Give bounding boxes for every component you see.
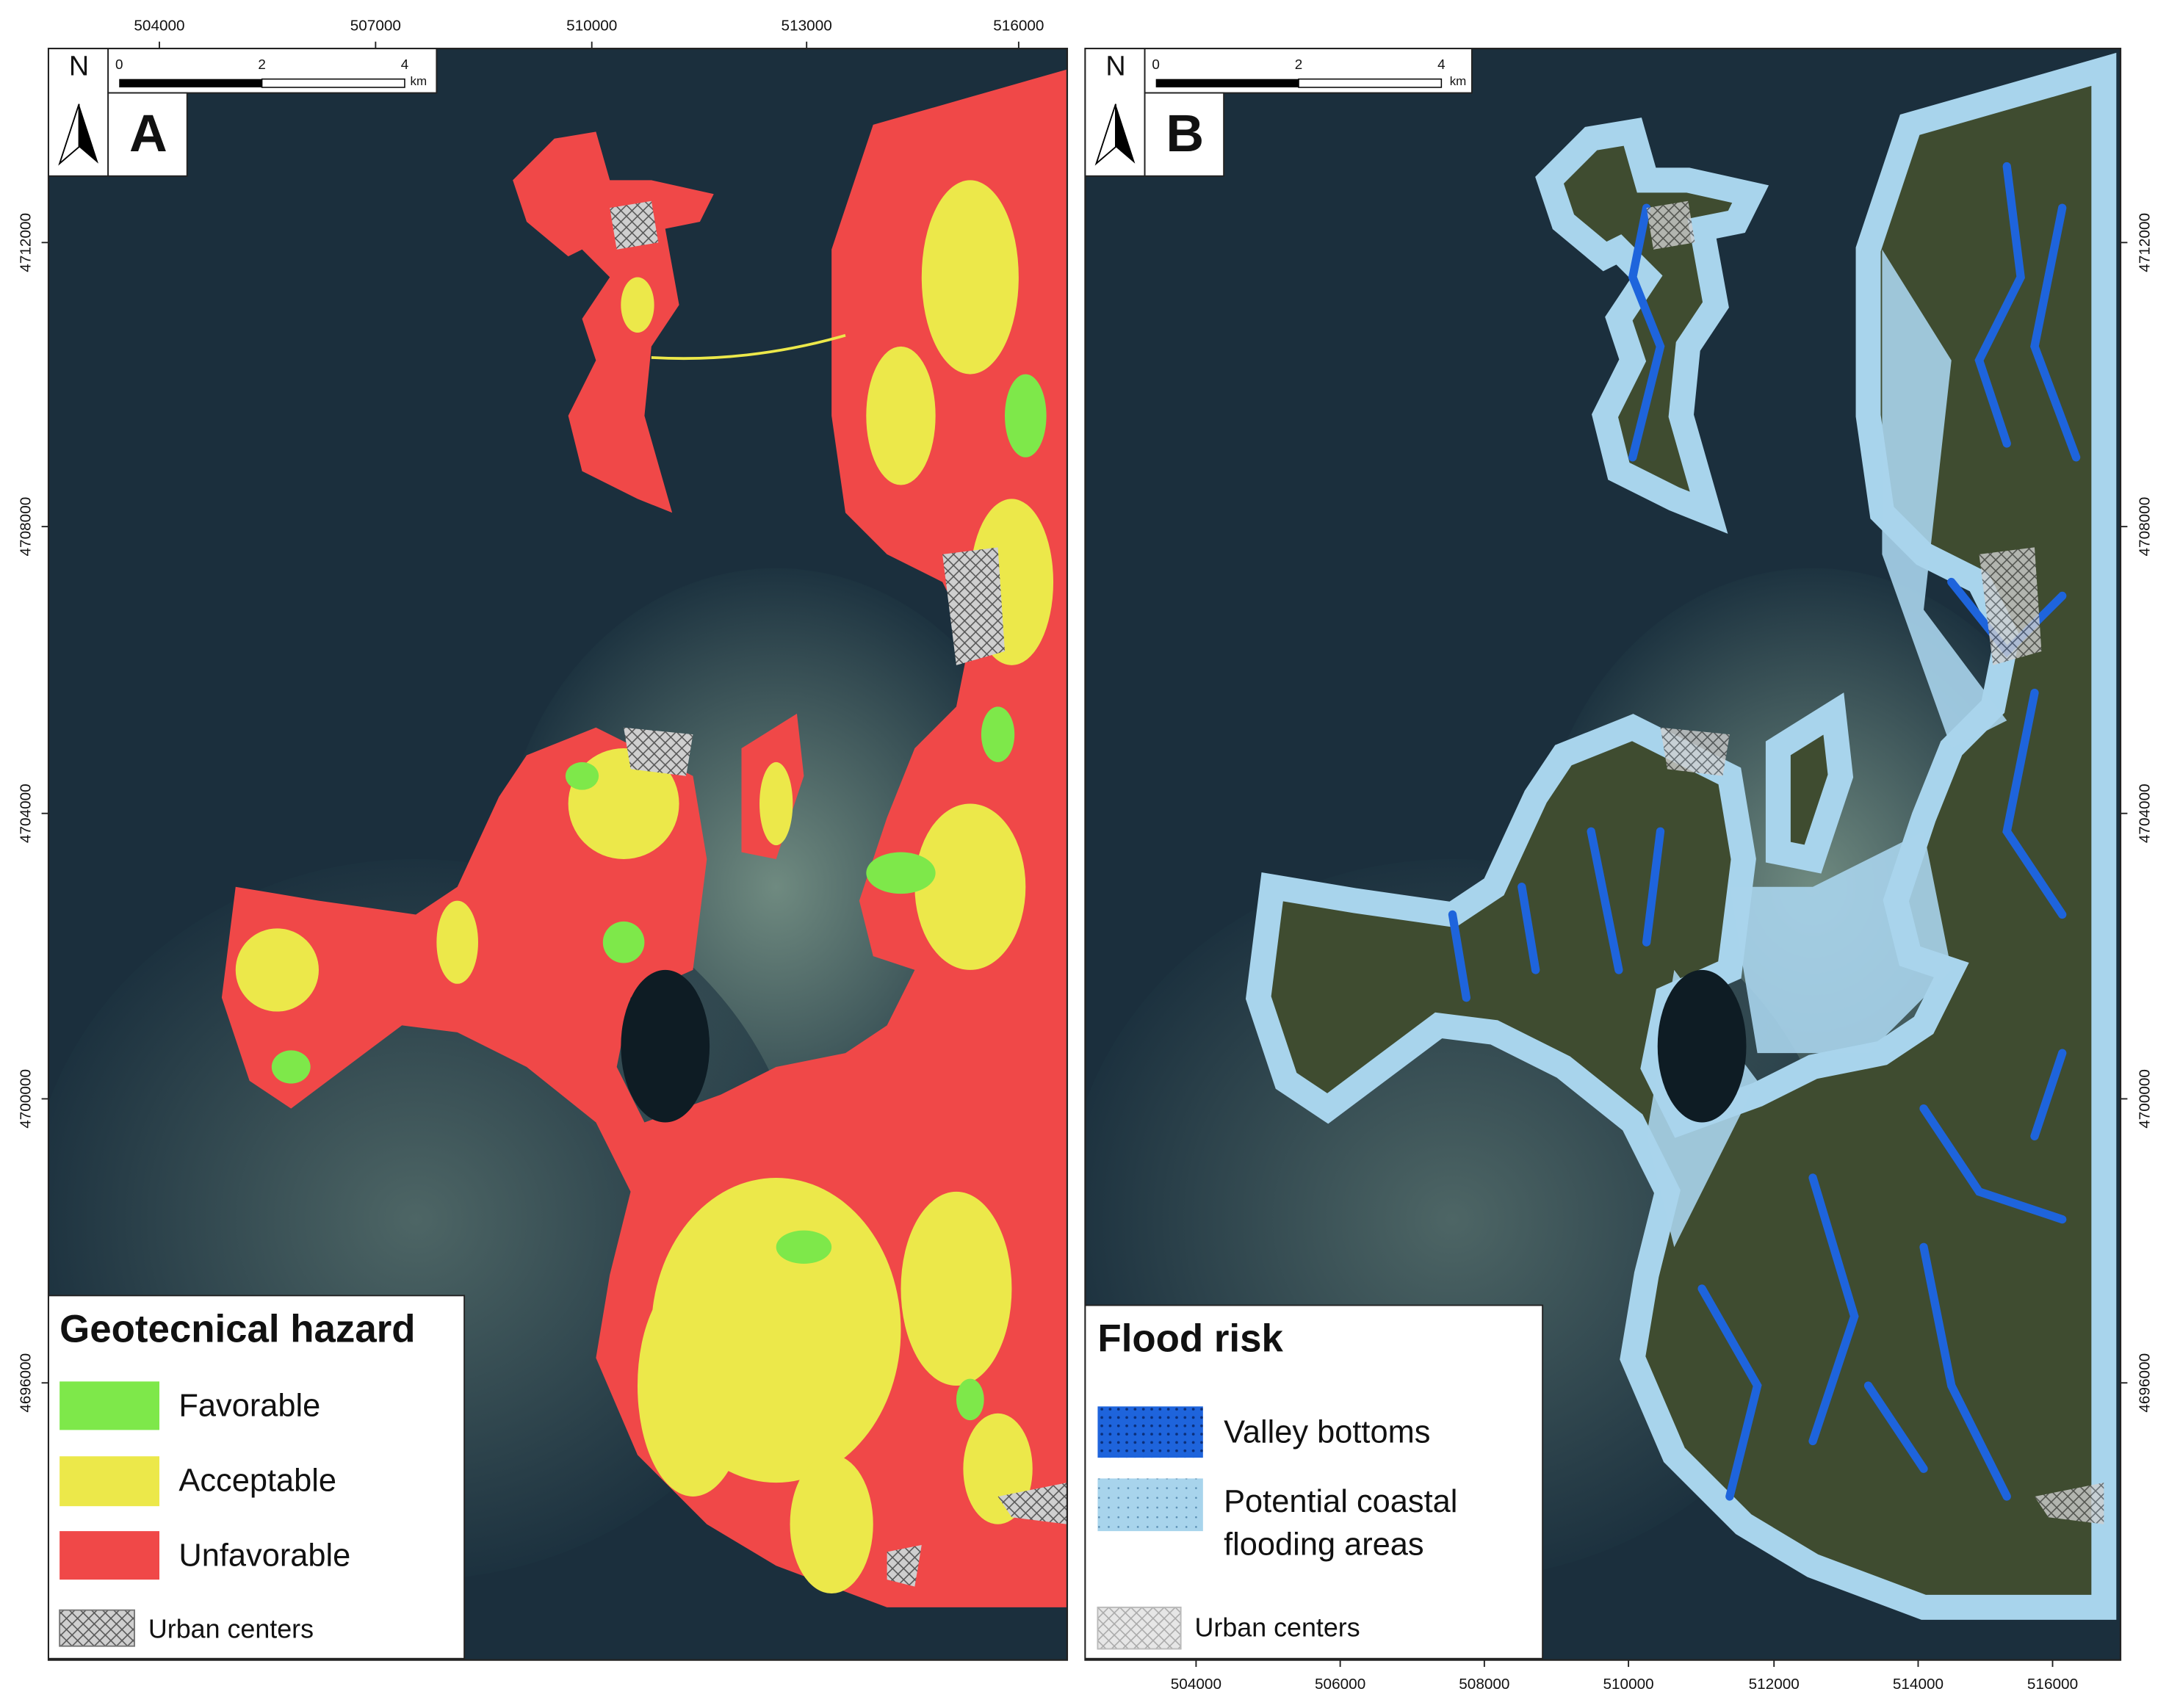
scale-label: 0 xyxy=(1152,57,1160,72)
scale-unit: km xyxy=(411,74,427,88)
legend-swatch xyxy=(59,1609,135,1647)
legend-label: Urban centers xyxy=(148,1614,314,1643)
x-tick-label: 506000 xyxy=(1315,1676,1365,1693)
scale-label: 0 xyxy=(115,57,123,72)
frame-b xyxy=(1084,48,2122,1661)
legend-swatch xyxy=(1097,1606,1182,1650)
panel-label: B xyxy=(1166,104,1204,163)
legend-label: Valley bottoms xyxy=(1224,1415,1430,1450)
y-tick-label: 4704000 xyxy=(2136,784,2153,843)
y-tick-label: 4700000 xyxy=(2136,1069,2153,1129)
scale-unit: km xyxy=(1450,74,1467,88)
legend-swatch xyxy=(59,1531,159,1580)
legend-title: Geotecnical hazard xyxy=(59,1307,415,1350)
y-tick-label: 4708000 xyxy=(17,497,34,557)
y-tick-label: 4700000 xyxy=(17,1069,34,1129)
x-tick-label: 514000 xyxy=(1893,1676,1944,1693)
map-a xyxy=(48,48,1067,1660)
scale-label: 4 xyxy=(1437,57,1446,72)
panel-label: A xyxy=(129,104,167,163)
legend-label: Urban centers xyxy=(1195,1613,1360,1643)
scale-label: 2 xyxy=(258,57,266,72)
legend-swatch xyxy=(59,1381,159,1430)
legend-label: Unfavorable xyxy=(178,1538,350,1573)
x-tick-label: 510000 xyxy=(1603,1676,1653,1693)
north-box-b: N 0 2 4 km B xyxy=(1084,48,1473,177)
north-label: N xyxy=(69,51,89,82)
legend-label: Acceptable xyxy=(178,1463,336,1499)
legend-title: Flood risk xyxy=(1097,1317,1283,1361)
scale-label: 2 xyxy=(1295,57,1303,72)
legend-swatch xyxy=(59,1456,159,1507)
x-tick-label: 512000 xyxy=(1749,1676,1800,1693)
legend-label: Favorable xyxy=(178,1389,320,1424)
scale-label: 4 xyxy=(401,57,409,72)
y-tick-label: 4712000 xyxy=(17,213,34,272)
x-tick-label: 504000 xyxy=(134,17,184,34)
north-label: N xyxy=(1105,51,1125,82)
legend-a: Geotecnical hazard Favorable Acceptable … xyxy=(48,1295,466,1660)
y-tick-label: 4708000 xyxy=(2136,497,2153,557)
x-tick-label: 508000 xyxy=(1459,1676,1509,1693)
x-tick-label: 513000 xyxy=(782,17,832,34)
y-tick-label: 4712000 xyxy=(2136,213,2153,272)
legend-label: flooding areas xyxy=(1224,1527,1424,1562)
y-tick-label: 4696000 xyxy=(17,1353,34,1413)
x-tick-label: 510000 xyxy=(566,17,617,34)
legend-b: Flood risk Valley bottoms Potential coas… xyxy=(1084,1304,1544,1660)
y-tick-label: 4704000 xyxy=(17,784,34,843)
x-tick-label: 504000 xyxy=(1171,1676,1221,1693)
x-tick-label: 516000 xyxy=(2027,1676,2078,1693)
x-tick-label: 516000 xyxy=(993,17,1044,34)
y-tick-label: 4696000 xyxy=(2136,1353,2153,1413)
legend-label: Potential coastal xyxy=(1224,1484,1457,1519)
x-tick-label: 507000 xyxy=(350,17,401,34)
frame-a xyxy=(47,48,1069,1661)
north-box-a: N 0 2 4 km A xyxy=(48,48,438,177)
coordinate-ticks: 504000 507000 510000 513000 516000 4712000 470… xyxy=(17,17,2153,1693)
